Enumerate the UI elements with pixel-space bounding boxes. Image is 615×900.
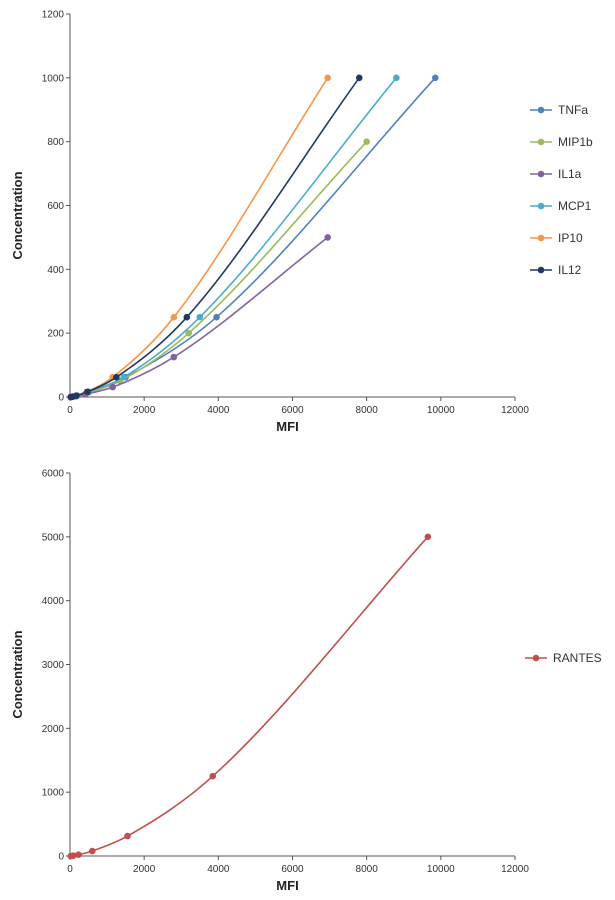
y-tick-label: 600 xyxy=(47,201,64,212)
x-tick-label: 0 xyxy=(67,864,73,875)
series-ip10 xyxy=(67,74,332,401)
data-point-ip10 xyxy=(170,313,178,321)
x-tick-label: 10000 xyxy=(427,864,455,875)
legend-item-tnfa: TNFa xyxy=(530,103,588,117)
legend-marker-swatch xyxy=(532,654,540,662)
legend-label: IL12 xyxy=(558,263,582,277)
y-tick-label: 4000 xyxy=(42,596,65,607)
y-tick-label: 6000 xyxy=(42,469,65,480)
cytokine-standard-curves-chart: 0 2000 4000 6000 8000 10000 12000 0 200 400 600 800… xyxy=(10,10,593,435)
x-tick-label: 8000 xyxy=(356,864,379,875)
x-tick-label: 10000 xyxy=(427,405,455,416)
legend-marker-swatch xyxy=(537,202,545,210)
y-tick-label: 800 xyxy=(47,137,64,148)
x-tick-label: 0 xyxy=(67,405,73,416)
y-tick-label: 1000 xyxy=(42,73,65,84)
data-point-rantes xyxy=(75,851,82,859)
legend-label: IP10 xyxy=(558,231,583,245)
legend-label: IL1a xyxy=(558,167,582,181)
data-point-rantes xyxy=(124,832,131,840)
y-axis-title: Concentration xyxy=(10,171,25,259)
y-tick-label: 0 xyxy=(58,393,64,404)
data-point-rantes xyxy=(88,847,96,855)
series-mcp1 xyxy=(67,74,400,401)
data-point-tnfa xyxy=(431,74,439,82)
y-tick-label: 5000 xyxy=(42,532,65,543)
legend-label: MIP1b xyxy=(558,135,593,149)
x-tick-label: 2000 xyxy=(133,405,156,416)
data-point-mcp1 xyxy=(120,373,128,381)
x-tick-label: 6000 xyxy=(281,405,304,416)
data-point-il12 xyxy=(113,373,120,381)
x-tick-label: 8000 xyxy=(356,405,379,416)
series-line-il12 xyxy=(70,77,360,398)
y-tick-label: 400 xyxy=(47,265,64,276)
legend-marker-swatch xyxy=(537,170,545,178)
data-point-mcp1 xyxy=(393,74,400,82)
x-tick-label: 4000 xyxy=(207,405,230,416)
legend-item-il12: IL12 xyxy=(530,263,582,277)
y-tick-label: 0 xyxy=(58,852,64,863)
data-point-rantes xyxy=(424,533,432,541)
legend-marker-swatch xyxy=(537,234,545,242)
legend-label: RANTES xyxy=(553,651,602,665)
data-point-mip1b xyxy=(363,138,370,145)
data-point-rantes xyxy=(70,852,77,859)
legend-marker-swatch xyxy=(537,106,545,114)
y-tick-label: 3000 xyxy=(42,660,65,671)
data-point-il12 xyxy=(84,388,91,396)
x-axis-title: MFI xyxy=(276,419,298,434)
y-tick-label: 200 xyxy=(47,329,64,340)
legend-label: MCP1 xyxy=(558,199,592,213)
series-mip1b xyxy=(67,138,370,401)
data-point-mip1b xyxy=(185,329,192,337)
legend-item-ip10: IP10 xyxy=(530,231,583,245)
series-il12 xyxy=(67,74,363,401)
x-tick-label: 6000 xyxy=(281,864,304,875)
data-point-il1a xyxy=(109,383,116,391)
rantes-standard-curve-chart: 0 2000 4000 6000 8000 10000 12000 0 1000 2000 3000… xyxy=(10,469,602,894)
y-tick-label: 2000 xyxy=(42,724,65,735)
x-tick-label: 12000 xyxy=(501,405,529,416)
legend-marker-swatch xyxy=(537,266,545,274)
data-point-il12 xyxy=(73,392,80,400)
series-tnfa xyxy=(67,74,439,401)
series-rantes xyxy=(67,533,432,860)
series-line-rantes xyxy=(70,536,429,857)
legend-item-mcp1: MCP1 xyxy=(530,199,592,213)
y-tick-label: 1000 xyxy=(42,788,65,799)
legend-item-il1a: IL1a xyxy=(530,167,582,181)
legend-item-rantes: RANTES xyxy=(525,651,602,665)
x-tick-label: 2000 xyxy=(133,864,156,875)
y-tick-label: 1200 xyxy=(42,10,65,21)
data-point-tnfa xyxy=(213,313,220,321)
data-point-il1a xyxy=(170,353,178,361)
legend-marker-swatch xyxy=(537,138,545,146)
data-point-ip10 xyxy=(324,74,332,82)
series-line-mip1b xyxy=(70,141,368,398)
legend-label: TNFa xyxy=(558,103,588,117)
data-point-rantes xyxy=(209,772,217,780)
series-line-ip10 xyxy=(70,77,329,398)
data-point-il1a xyxy=(324,234,332,241)
data-point-il12 xyxy=(355,74,363,82)
x-tick-label: 4000 xyxy=(207,864,230,875)
y-axis-title: Concentration xyxy=(10,630,25,718)
data-point-il12 xyxy=(183,313,191,321)
x-tick-label: 12000 xyxy=(501,864,529,875)
legend-item-mip1b: MIP1b xyxy=(530,135,593,149)
data-point-mcp1 xyxy=(196,313,204,321)
series-line-mcp1 xyxy=(70,77,397,398)
series-line-tnfa xyxy=(70,77,436,398)
x-axis-title: MFI xyxy=(276,878,298,893)
